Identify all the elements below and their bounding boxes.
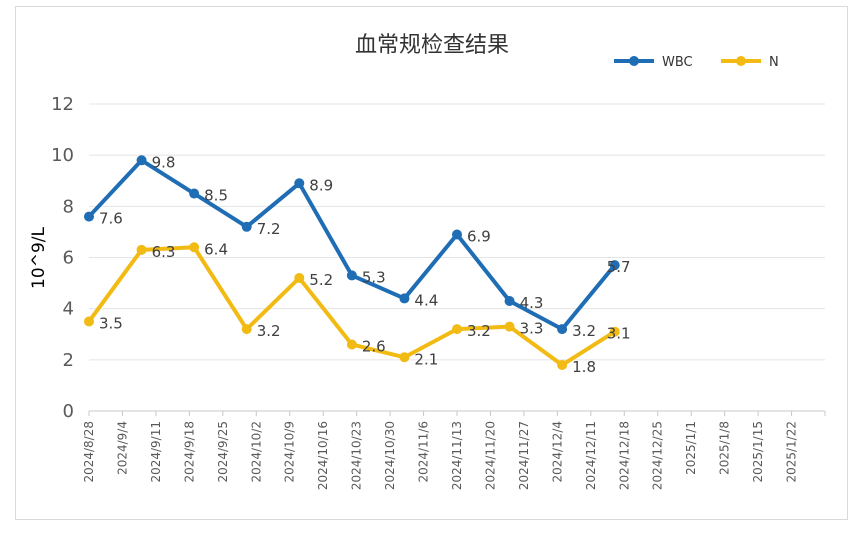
- data-point-n: [294, 272, 305, 283]
- x-tick-label: 2024/10/30: [383, 421, 397, 490]
- x-tick-label: 2025/1/8: [718, 421, 732, 475]
- data-label-wbc: 7.2: [257, 220, 281, 238]
- data-label-wbc: 8.9: [309, 176, 333, 194]
- data-point-wbc: [609, 260, 620, 271]
- x-tick-label: 2024/11/27: [517, 421, 531, 490]
- x-tick-label: 2024/11/13: [450, 421, 464, 490]
- x-tick-label: 2024/10/16: [316, 421, 330, 490]
- data-label-wbc: 5.7: [607, 258, 631, 276]
- data-point-wbc: [136, 155, 147, 166]
- x-tick-label: 2024/10/23: [350, 421, 364, 490]
- data-label-wbc: 5.3: [362, 268, 386, 286]
- legend-marker-n: [736, 56, 746, 66]
- legend-label-n: N: [769, 55, 779, 70]
- x-tick-label: 2024/11/20: [483, 421, 497, 490]
- x-tick-label: 2025/1/1: [684, 421, 698, 475]
- legend-marker-wbc: [629, 56, 639, 66]
- x-tick-label: 2024/9/11: [149, 421, 163, 483]
- data-point-wbc: [189, 188, 200, 199]
- x-tick-label: 2024/12/11: [584, 421, 598, 490]
- data-point-wbc: [557, 324, 568, 335]
- data-label-n: 6.4: [204, 240, 228, 258]
- data-point-wbc: [399, 293, 410, 304]
- data-point-n: [452, 324, 462, 335]
- data-point-n: [399, 352, 410, 363]
- x-tick-label: 2024/12/25: [651, 421, 665, 490]
- y-tick-label: 2: [63, 350, 74, 371]
- data-point-wbc: [452, 229, 462, 240]
- data-label-wbc: 7.6: [99, 210, 123, 228]
- x-tick-label: 2025/1/22: [785, 421, 799, 483]
- y-tick-label: 10: [51, 145, 74, 166]
- data-point-wbc: [294, 178, 305, 189]
- data-point-wbc: [504, 295, 515, 306]
- legend: WBC N: [614, 55, 779, 70]
- legend-label-wbc: WBC: [662, 55, 693, 70]
- data-point-n: [136, 244, 147, 255]
- data-label-n: 2.1: [414, 350, 438, 368]
- data-label-n: 3.3: [520, 320, 544, 338]
- x-tick-label: 2024/12/18: [617, 421, 631, 490]
- plot-area: 7.6 9.8 8.5 7.2 8.9 5.3 4.4 6.9 4.3 3.2 5.7 3.5 6.3 6…: [84, 153, 631, 376]
- data-label-wbc: 3.2: [572, 322, 596, 340]
- x-tick-label: 2024/11/6: [417, 421, 431, 483]
- y-tick-label: 8: [63, 196, 74, 217]
- data-label-wbc: 4.4: [414, 291, 438, 309]
- data-point-wbc: [84, 211, 94, 222]
- data-label-wbc: 6.9: [467, 227, 491, 245]
- data-point-n: [557, 359, 568, 370]
- x-tick-label: 2025/1/15: [751, 421, 765, 483]
- gridlines: [89, 103, 825, 361]
- data-label-n: 3.2: [257, 322, 281, 340]
- data-point-n: [609, 326, 620, 337]
- data-point-n: [346, 339, 357, 350]
- x-tick-label: 2024/9/18: [182, 421, 196, 483]
- x-tick-label: 2024/9/25: [216, 421, 230, 483]
- data-point-wbc: [346, 270, 357, 281]
- data-label-n: 3.5: [99, 314, 123, 332]
- data-label-n: 3.1: [607, 325, 631, 343]
- data-label-wbc: 8.5: [204, 187, 228, 205]
- data-point-n: [241, 324, 252, 335]
- x-tick-label: 2024/10/9: [283, 421, 297, 483]
- data-point-n: [189, 242, 200, 253]
- data-point-wbc: [241, 221, 252, 232]
- x-tick-label: 2024/10/2: [249, 421, 263, 483]
- data-label-n: 3.2: [467, 322, 491, 340]
- data-label-n: 1.8: [572, 358, 596, 376]
- y-tick-label: 4: [63, 299, 74, 320]
- data-point-n: [84, 316, 94, 327]
- data-point-n: [504, 321, 515, 332]
- x-tick-label: 2024/9/4: [115, 421, 129, 475]
- chart-title: 血常规检查结果: [355, 33, 509, 58]
- data-label-n: 6.3: [152, 243, 176, 261]
- data-label-n: 5.2: [309, 271, 333, 289]
- y-tick-label: 0: [63, 401, 74, 422]
- y-tick-label: 12: [51, 94, 74, 115]
- x-tick-label: 2024/8/28: [82, 421, 96, 483]
- axes: 0 2 4 6 8 10 12 2024/8/28 2024/9/4 2024/9/11 2024/…: [51, 94, 826, 490]
- data-label-wbc: 9.8: [152, 153, 176, 171]
- y-axis-label: 10^9/L: [29, 227, 49, 289]
- x-tick-label: 2024/12/4: [550, 421, 564, 483]
- y-tick-label: 6: [63, 248, 74, 269]
- data-label-n: 2.6: [362, 337, 386, 355]
- data-label-wbc: 4.3: [520, 294, 544, 312]
